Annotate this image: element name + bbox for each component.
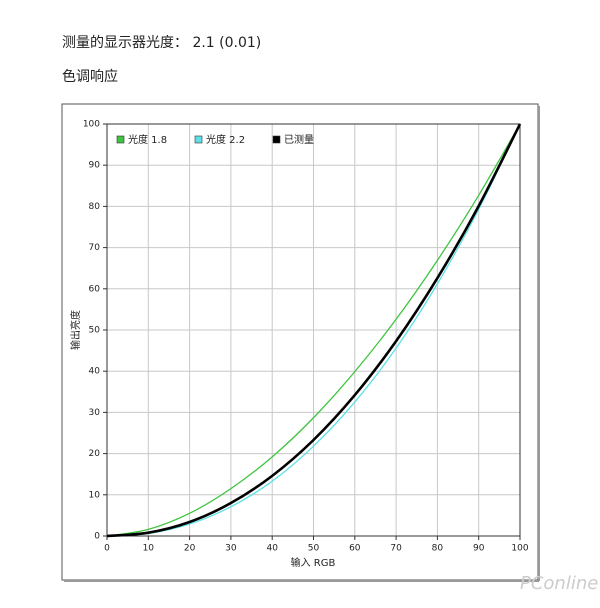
x-tick-label: 50 [308, 544, 320, 554]
luminance-text: 测量的显示器光度： 2.1 (0.01) [62, 35, 262, 51]
legend-label: 光度 1.8 [128, 133, 167, 146]
x-tick-label: 30 [225, 544, 237, 554]
x-tick-label: 80 [432, 544, 444, 554]
y-tick-label: 20 [89, 449, 101, 459]
y-tick-label: 10 [89, 490, 101, 500]
watermark: PConline [520, 573, 598, 594]
section-title: 色调响应 [62, 69, 118, 85]
x-tick-label: 40 [266, 544, 278, 554]
legend-label: 已测量 [284, 133, 314, 146]
x-tick-label: 0 [104, 544, 110, 554]
legend-label: 光度 2.2 [206, 133, 245, 146]
y-tick-label: 40 [89, 367, 101, 377]
x-tick-label: 10 [143, 544, 155, 554]
legend-swatch [194, 135, 203, 144]
y-axis-label: 输出亮度 [69, 310, 82, 350]
y-tick-label: 30 [89, 408, 101, 418]
y-tick-label: 60 [89, 284, 101, 294]
series-line [106, 123, 521, 537]
x-tick-label: 60 [349, 544, 361, 554]
x-tick-label: 90 [473, 544, 485, 554]
x-axis-label: 输入 RGB [291, 556, 336, 569]
series-line [106, 123, 522, 538]
legend-swatch [272, 135, 281, 144]
y-tick-label: 80 [89, 202, 101, 212]
x-tick-label: 70 [390, 544, 402, 554]
y-tick-label: 50 [89, 326, 101, 336]
plot-border [106, 123, 521, 537]
y-tick-label: 70 [89, 243, 101, 253]
legend-swatch [116, 135, 125, 144]
x-tick-label: 20 [184, 544, 196, 554]
series-line [106, 123, 521, 537]
x-tick-label: 100 [511, 544, 528, 554]
y-tick-label: 100 [83, 120, 100, 130]
y-tick-label: 0 [94, 532, 100, 542]
y-tick-label: 90 [89, 161, 101, 171]
